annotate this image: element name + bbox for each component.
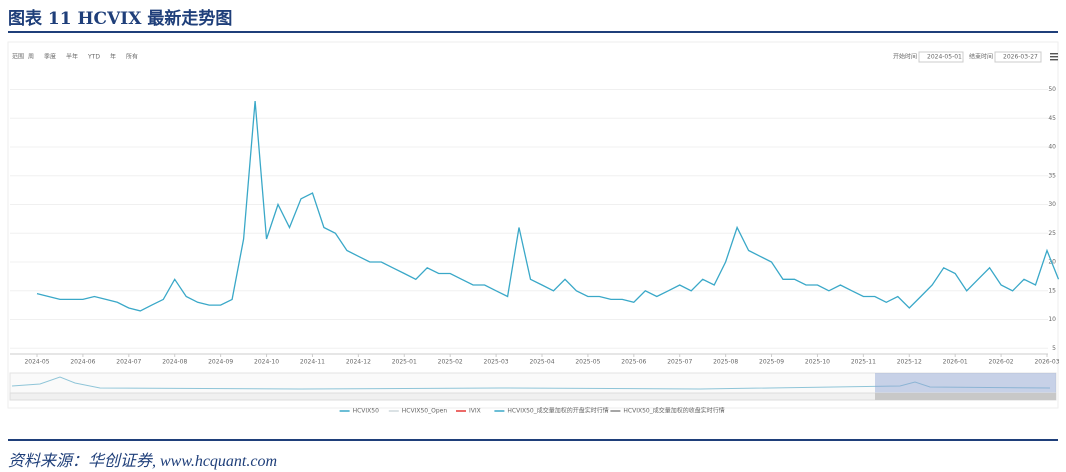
x-tick-label: 2024-06 [70, 359, 95, 366]
start-input[interactable] [918, 51, 964, 63]
legend-label[interactable]: HCVIX50 [353, 408, 380, 415]
range-button[interactable]: 半年 [66, 53, 78, 61]
range-button[interactable]: 年 [110, 53, 116, 61]
y-tick-label: 35 [1048, 172, 1056, 179]
legend-label[interactable]: IVIX [469, 408, 481, 415]
x-tick-label: 2024-10 [254, 359, 279, 366]
scrollbar-thumb[interactable] [875, 393, 1056, 400]
x-tick-label: 2025-04 [529, 359, 554, 366]
x-tick-label: 2026-01 [943, 359, 968, 366]
y-tick-label: 5 [1052, 345, 1056, 352]
chart: 范围周 季度 半年 YTD 年 所有 开始时间 2024-05-01 结束时间 2026-03-2… [7, 41, 1060, 415]
x-tick-label: 2026-03 [1034, 359, 1059, 366]
x-tick-label: 2024-08 [162, 359, 187, 366]
chart-frame [7, 41, 1059, 409]
menu-icon[interactable] [1050, 56, 1058, 58]
end-value: 2026-03-27 [1003, 54, 1038, 61]
title-rule [8, 31, 1058, 33]
x-tick-label: 2025-11 [851, 359, 876, 366]
y-tick-label: 10 [1048, 316, 1056, 323]
x-tick-label: 2025-06 [621, 359, 646, 366]
y-tick-label: 25 [1048, 230, 1056, 237]
y-tick-label: 30 [1048, 201, 1056, 208]
menu-icon[interactable] [1050, 59, 1058, 61]
x-tick-label: 2025-01 [392, 359, 417, 366]
legend-label[interactable]: HCVIX50_Open [402, 408, 448, 415]
y-tick-label: 15 [1048, 287, 1056, 294]
range-label: 范围 [12, 53, 24, 61]
x-tick-label: 2025-12 [897, 359, 922, 366]
legend-label[interactable]: HCVIX50_成交量加权的开盘实时行情 [507, 407, 608, 415]
end-label: 结束时间 [969, 53, 993, 61]
x-tick-label: 2025-05 [575, 359, 600, 366]
start-value: 2024-05-01 [927, 54, 962, 61]
range-button[interactable]: 周 [28, 54, 34, 61]
footer-rule [8, 439, 1058, 441]
x-tick-label: 2026-02 [989, 359, 1014, 366]
range-button[interactable]: 季度 [44, 53, 56, 61]
range-button[interactable]: YTD [87, 54, 100, 61]
x-tick-label: 2025-08 [713, 359, 738, 366]
x-tick-label: 2025-02 [438, 359, 463, 366]
legend-label[interactable]: HCVIX50_成交量加权的收盘实时行情 [623, 407, 724, 415]
range-button[interactable]: 所有 [126, 53, 138, 61]
y-tick-label: 40 [1048, 144, 1056, 151]
navigator-line [11, 376, 1051, 390]
x-tick-label: 2024-05 [24, 359, 49, 366]
figure-title: 图表 11 HCVIX 最新走势图 [8, 9, 233, 29]
x-tick-label: 2024-09 [208, 359, 233, 366]
x-tick-label: 2025-10 [805, 359, 830, 366]
x-tick-label: 2025-03 [484, 359, 509, 366]
start-label: 开始时间 [893, 53, 917, 61]
x-tick-label: 2025-07 [667, 359, 692, 366]
series-line [36, 100, 1060, 312]
y-tick-label: 45 [1048, 115, 1056, 122]
navigator-selection[interactable] [875, 373, 1056, 393]
end-input[interactable] [994, 51, 1042, 63]
menu-icon[interactable] [1050, 53, 1058, 55]
x-tick-label: 2024-11 [300, 359, 325, 366]
x-tick-label: 2025-09 [759, 359, 784, 366]
y-tick-label: 50 [1048, 86, 1056, 93]
x-tick-label: 2024-07 [116, 359, 141, 366]
source-note: 资料来源：华创证券, www.hcquant.com [8, 453, 278, 470]
x-tick-label: 2024-12 [346, 359, 371, 366]
